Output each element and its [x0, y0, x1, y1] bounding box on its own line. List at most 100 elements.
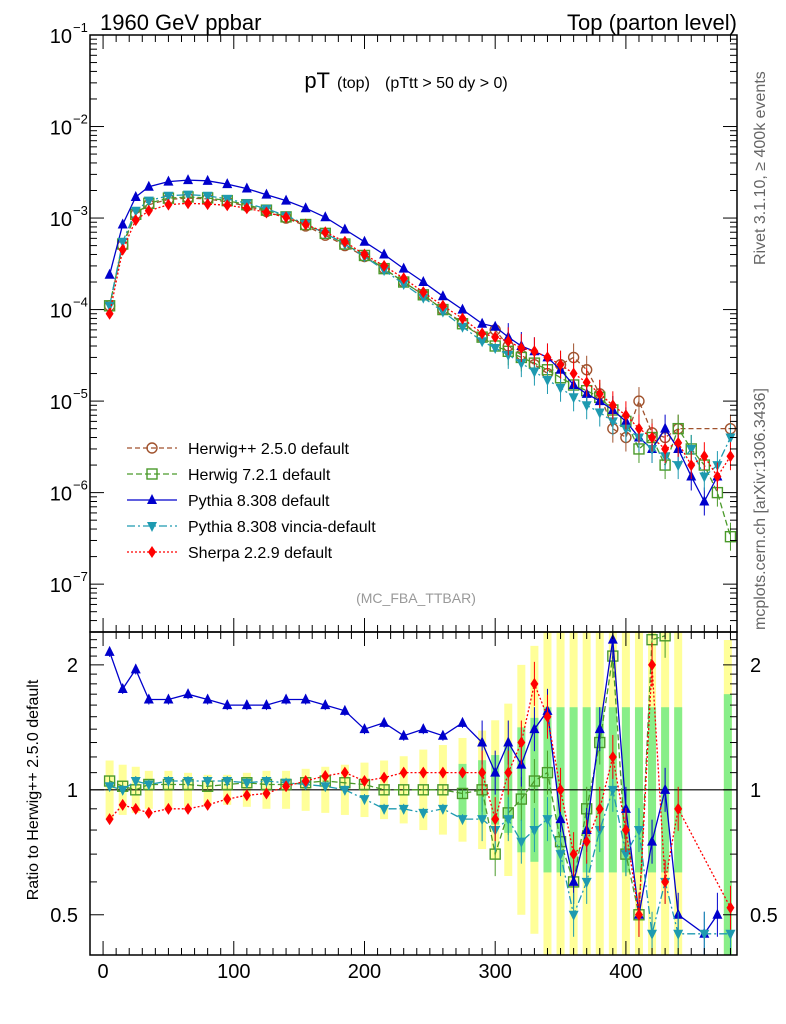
data-point — [581, 401, 592, 412]
data-point — [117, 237, 128, 248]
data-point — [568, 393, 579, 404]
legend-marker-2 — [147, 494, 157, 504]
uncertainty-band-green — [723, 694, 732, 955]
data-point — [477, 337, 488, 348]
ratio-point — [673, 929, 684, 940]
ratio-point — [379, 716, 390, 727]
ratio-point — [607, 785, 618, 796]
ratio-point — [530, 677, 539, 690]
ratio-point — [163, 777, 174, 788]
data-point — [183, 190, 194, 201]
ratio-point — [581, 877, 592, 888]
data-point — [556, 358, 565, 371]
ratio-point — [490, 766, 501, 777]
x-tick-label: 300 — [479, 961, 512, 983]
rivet-version-label: Rivet 3.1.10, ≥ 400k events — [752, 71, 769, 265]
ratio-point — [339, 785, 350, 796]
ratio-point — [222, 699, 233, 710]
ratio-point — [620, 802, 631, 813]
ratio-point — [130, 777, 141, 788]
ratio-point — [359, 723, 370, 734]
ratio-point — [118, 798, 127, 811]
ratio-point — [131, 802, 140, 815]
ratio-point — [568, 910, 579, 921]
data-point — [458, 312, 467, 325]
ratio-point — [438, 766, 447, 779]
data-point — [131, 214, 140, 227]
ratio-point — [477, 815, 488, 826]
data-point — [477, 317, 488, 328]
data-point — [648, 431, 657, 444]
ratio-point — [647, 929, 658, 940]
data-point — [530, 345, 539, 358]
legend-marker-4 — [148, 546, 156, 558]
y-tick-label-exponent: −7 — [73, 569, 88, 584]
ratio-point — [183, 777, 194, 788]
ratio-point — [261, 777, 272, 788]
ratio-point — [569, 848, 578, 861]
data-point — [380, 259, 389, 272]
data-point — [222, 178, 233, 189]
ratio-point — [542, 815, 553, 826]
ratio-point — [360, 775, 369, 788]
data-point — [516, 359, 527, 370]
data-point — [281, 194, 292, 205]
ratio-point — [503, 815, 514, 826]
y-tick-label: 10 — [50, 484, 72, 506]
data-point — [621, 409, 630, 422]
data-point — [130, 190, 141, 201]
data-point — [398, 262, 409, 273]
ratio-point — [621, 824, 630, 837]
y-tick-label-exponent: −5 — [73, 386, 88, 401]
data-point — [223, 199, 232, 212]
ratio-point — [397, 784, 410, 796]
ratio-point — [203, 798, 212, 811]
y-tick-label: 10 — [50, 301, 72, 323]
ratio-point — [478, 766, 487, 779]
data-point — [517, 342, 526, 355]
data-point — [143, 196, 154, 207]
legend-marker-0 — [146, 442, 158, 454]
ratio-point — [261, 699, 272, 710]
data-point — [713, 470, 722, 483]
ratio-point — [633, 826, 644, 837]
ratio-point — [491, 813, 500, 826]
data-point — [634, 422, 643, 435]
series-line-4 — [108, 202, 732, 478]
ratio-point — [163, 693, 174, 704]
ratio-y-tick-label: 1 — [67, 780, 78, 802]
y-tick-label: 10 — [50, 575, 72, 597]
data-point — [183, 174, 194, 185]
ratio-point — [417, 784, 430, 796]
ratio-point — [241, 699, 252, 710]
ratio-y-tick-label: 2 — [67, 655, 78, 677]
ratio-point — [242, 789, 251, 802]
ratio-point — [143, 693, 154, 704]
data-point — [320, 211, 331, 222]
ratio-point — [726, 901, 735, 914]
x-tick-label: 200 — [348, 961, 381, 983]
data-point — [478, 327, 487, 340]
ratio-point — [620, 850, 631, 861]
data-point — [163, 175, 174, 186]
data-point — [700, 450, 709, 463]
ratio-point — [529, 723, 540, 734]
ratio-y-tick-label-right: 0.5 — [750, 905, 778, 927]
ratio-point — [608, 750, 617, 763]
legend-label-2: Pythia 8.308 default — [188, 493, 330, 510]
series-line-1 — [108, 196, 732, 537]
ratio-point — [301, 775, 310, 788]
data-point — [542, 376, 553, 387]
data-point — [438, 299, 447, 312]
ratio-point — [582, 835, 591, 848]
data-point — [543, 351, 552, 364]
x-tick-label: 100 — [217, 961, 250, 983]
data-point — [661, 442, 670, 455]
data-point — [419, 286, 428, 299]
data-point — [726, 450, 735, 463]
data-point — [686, 444, 697, 455]
ratio-point — [725, 929, 736, 940]
ratio-point — [555, 813, 566, 824]
ratio-point — [130, 663, 141, 674]
ratio-point — [528, 775, 541, 787]
